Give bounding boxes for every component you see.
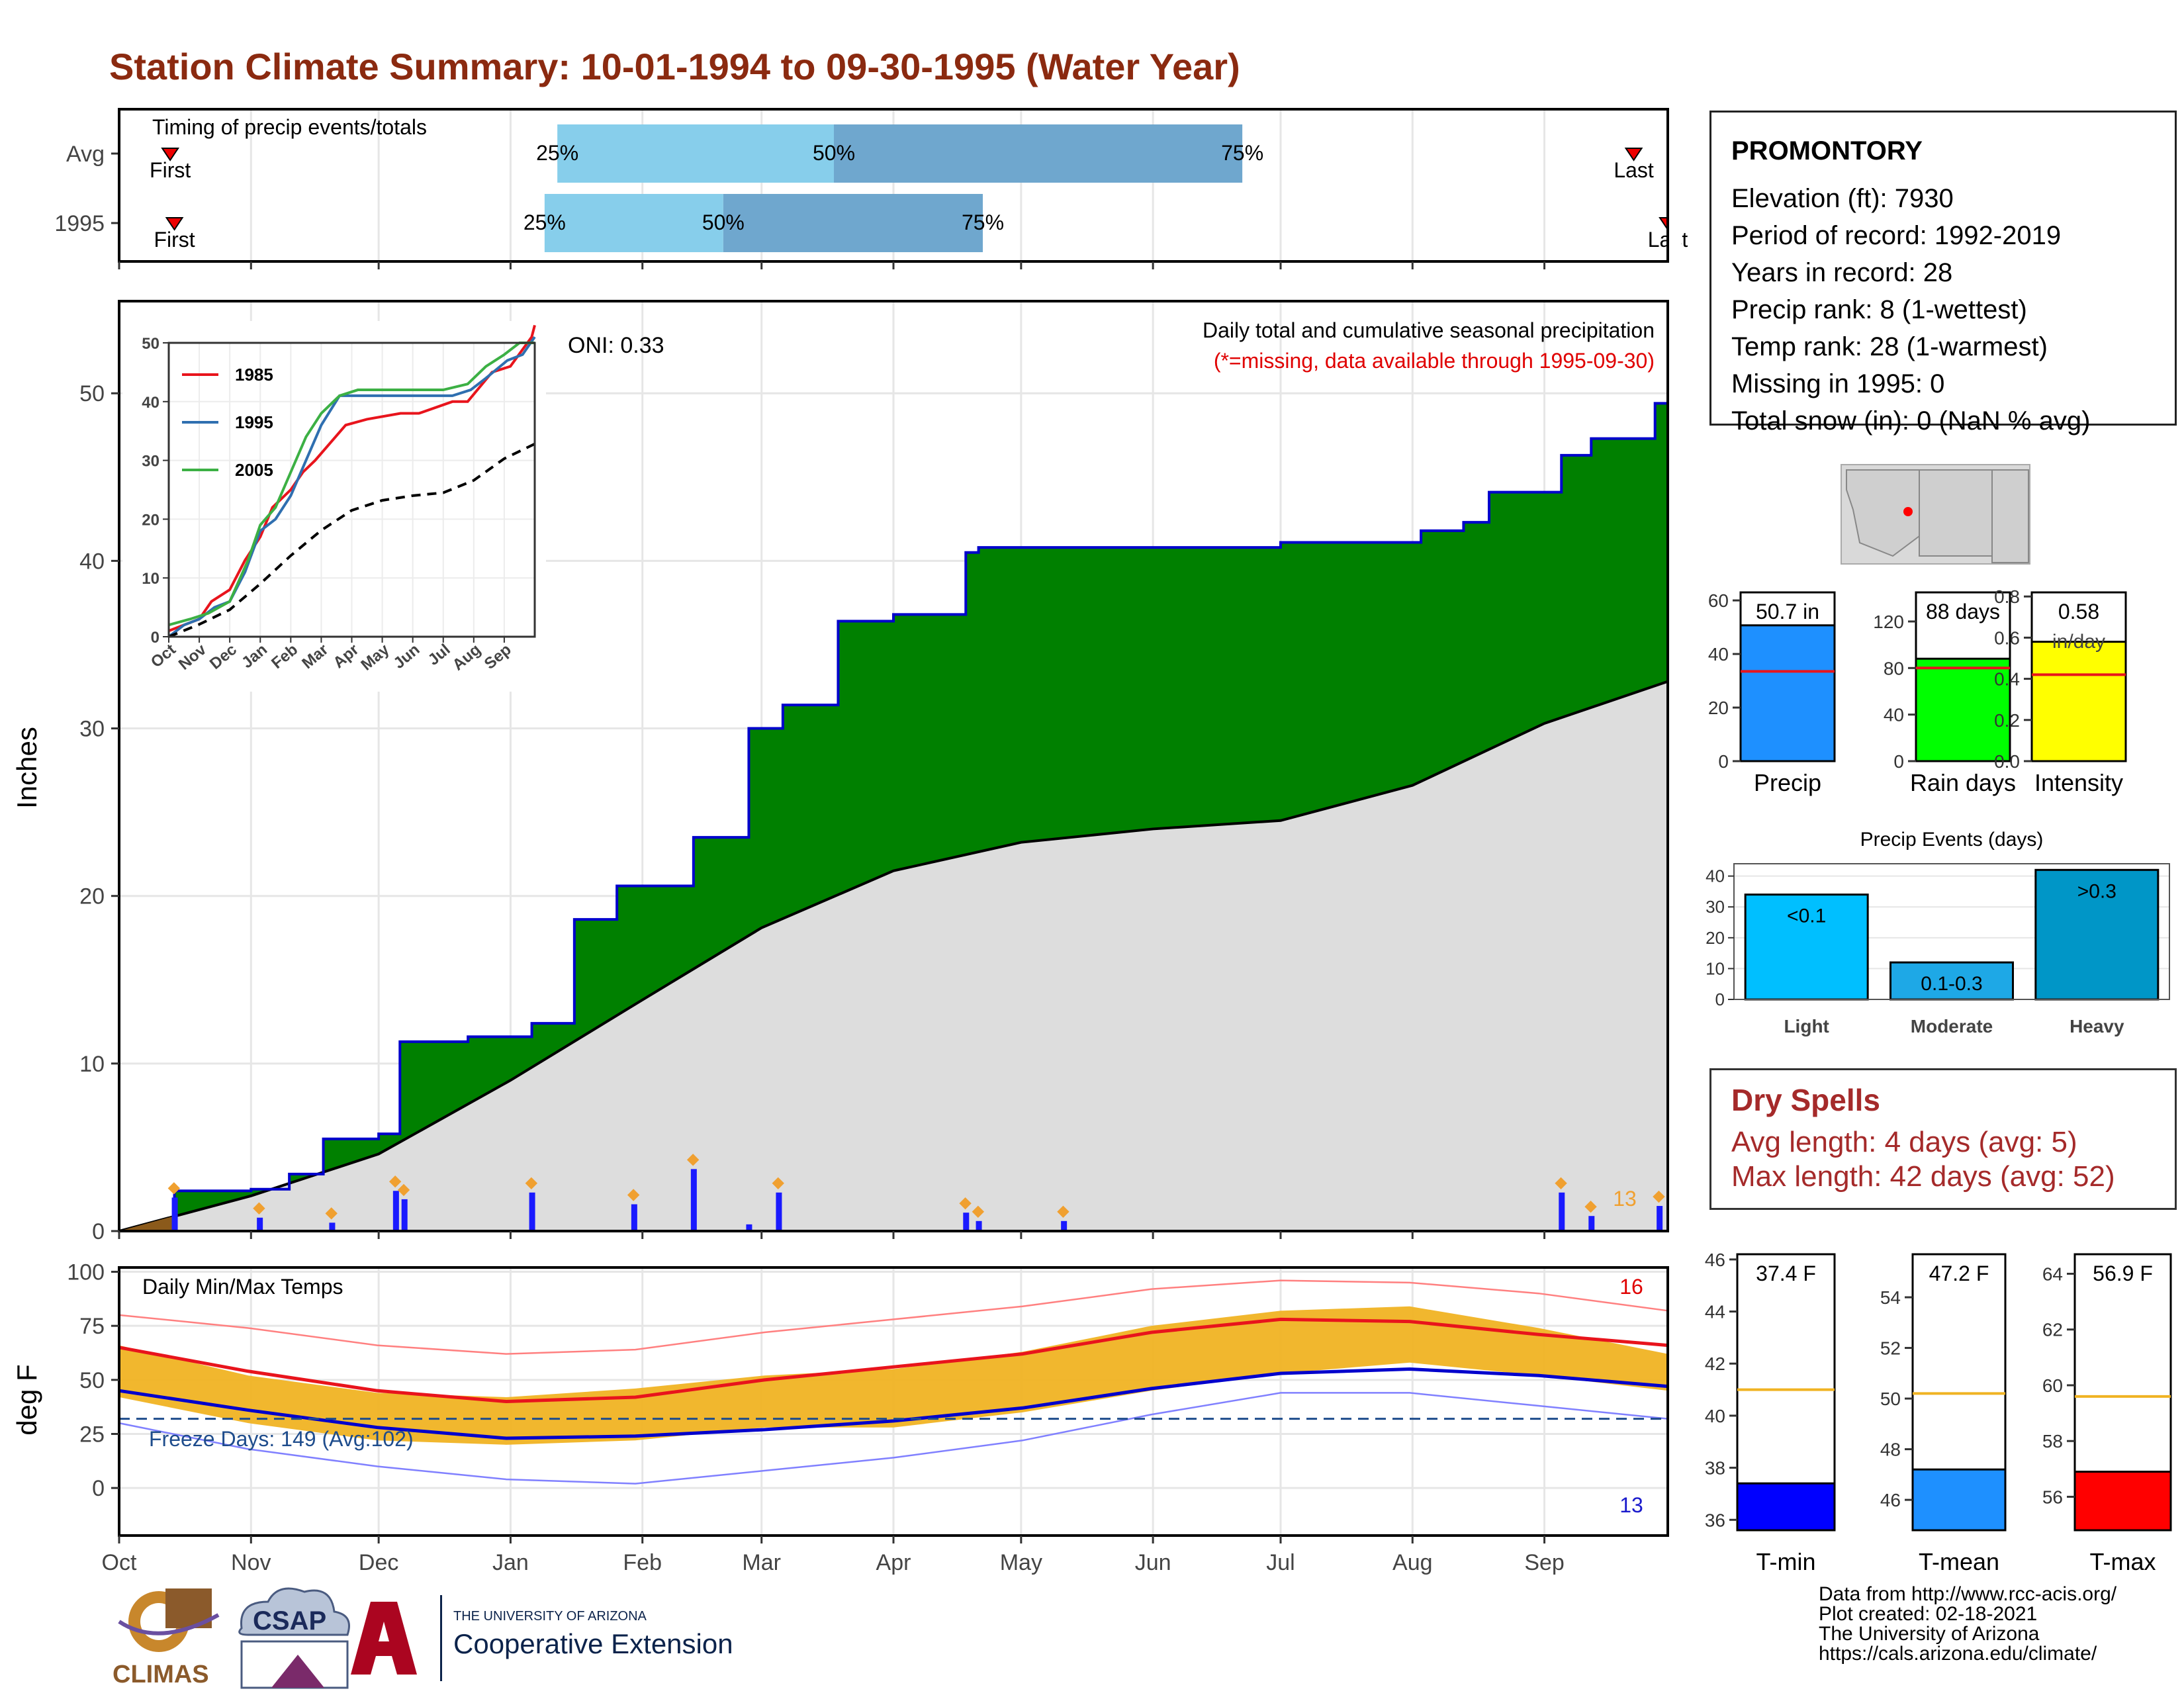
page-title: Station Climate Summary: 10-01-1994 to 0…: [109, 46, 1240, 87]
dry-spells-title: Dry Spells: [1731, 1083, 1880, 1117]
station-elevation: Elevation (ft): 7930: [1731, 184, 1954, 213]
station-missing: Missing in 1995: 0: [1731, 369, 1945, 398]
dry-spells-avg: Avg length: 4 days (avg: 5): [1731, 1126, 2077, 1158]
timing-clip: [1668, 109, 1681, 261]
timing-bar-early: [544, 194, 723, 252]
dry-spells-max: Max length: 42 days (avg: 52): [1731, 1160, 2115, 1193]
csap-text: CSAP: [253, 1606, 326, 1635]
first-event-marker: [161, 148, 180, 161]
timing-percent-label: 75%: [962, 210, 1004, 234]
climas-text: CLIMAS: [113, 1661, 209, 1688]
station-years: Years in record: 28: [1731, 258, 1953, 287]
first-event-marker: [165, 217, 184, 231]
station-precip-rank: Precip rank: 8 (1-wettest): [1731, 295, 2027, 324]
ua-small-text: THE UNIVERSITY OF ARIZONA: [453, 1609, 647, 1624]
timing-bar-late: [834, 124, 1243, 183]
timing-title: Timing of precip events/totals: [152, 115, 427, 139]
credit-data-source: Data from http://www.rcc-acis.org/: [1819, 1583, 2117, 1605]
station-info-panel: PROMONTORY Elevation (ft): 7930 Period o…: [1709, 111, 2177, 436]
timing-percent-label: 25%: [536, 141, 578, 165]
station-period: Period of record: 1992-2019: [1731, 221, 2062, 250]
first-event-label: First: [150, 158, 191, 182]
credit-university: The University of Arizona: [1819, 1623, 2040, 1645]
first-event-label: First: [154, 228, 195, 252]
credit-url: https://cals.arizona.edu/climate/: [1819, 1643, 2097, 1665]
station-name: PROMONTORY: [1731, 136, 1923, 165]
timing-row-label: Avg: [66, 142, 105, 167]
university-of-arizona-logo: THE UNIVERSITY OF ARIZONA Cooperative Ex…: [351, 1595, 733, 1681]
timing-bar-early: [557, 124, 834, 183]
station-snow: Total snow (in): 0 (NaN % avg): [1731, 406, 2091, 436]
dry-spells-panel: Dry Spells Avg length: 4 days (avg: 5) M…: [1709, 1068, 2177, 1210]
logos: CLIMAS CSAP THE UNIVERSITY OF ARIZONA Co…: [113, 1587, 733, 1689]
csap-logo: CSAP: [238, 1587, 350, 1689]
ua-extension-text: Cooperative Extension: [453, 1628, 733, 1659]
station-location-dot: [1903, 507, 1913, 516]
credit-plot-date: Plot created: 02-18-2021: [1819, 1603, 2038, 1625]
timing-bar-late: [723, 194, 983, 252]
state-map: [1841, 464, 2030, 565]
station-temp-rank: Temp rank: 28 (1-warmest): [1731, 332, 2048, 361]
timing-percent-label: 50%: [813, 141, 855, 165]
last-event-marker: [1624, 148, 1643, 161]
timing-percent-label: 75%: [1221, 141, 1263, 165]
timing-percent-label: 50%: [702, 210, 745, 234]
last-event-label: Last: [1614, 158, 1654, 182]
climas-logo: CLIMAS: [113, 1588, 220, 1688]
timing-row-label: 1995: [54, 211, 105, 236]
timing-percent-label: 25%: [523, 210, 566, 234]
